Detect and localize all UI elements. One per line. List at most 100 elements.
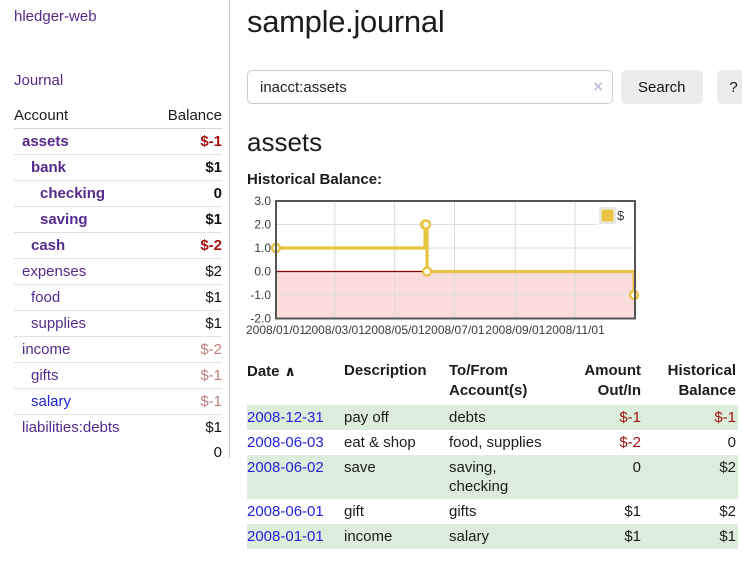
register-header-description: Description <box>344 362 427 379</box>
register-header-balance: Historical Balance <box>667 362 736 399</box>
transaction-balance: $1 <box>719 528 736 545</box>
transaction-date-link[interactable]: 2008-06-01 <box>247 503 324 520</box>
account-balance: $1 <box>151 206 222 233</box>
transaction-date-link[interactable]: 2008-06-03 <box>247 434 324 451</box>
svg-text:-2.0: -2.0 <box>250 312 271 326</box>
account-row: liabilities:debts $1 <box>14 414 222 440</box>
account-balance: 0 <box>151 180 222 207</box>
account-row: cash $-2 <box>14 232 222 259</box>
register-row: 2008-12-31 pay off debts $-1 $-1 <box>247 405 738 430</box>
sidebar-account-link[interactable]: liabilities:debts <box>22 419 120 436</box>
account-row: expenses $2 <box>14 258 222 285</box>
accounts-table: Account Balance assets $-1 bank $1 checking 0… <box>14 104 222 465</box>
transaction-accounts: gifts <box>449 503 477 520</box>
sidebar-nav: Journal <box>14 72 221 89</box>
sidebar-account-link[interactable]: bank <box>31 159 67 176</box>
transaction-amount: $-1 <box>619 409 641 426</box>
sidebar: hledger-web Journal Account Balance asse… <box>0 0 230 461</box>
account-balance: $-1 <box>151 388 222 415</box>
account-balance: $1 <box>151 414 222 440</box>
sidebar-account-link[interactable]: assets <box>22 133 69 150</box>
transaction-balance: $2 <box>719 503 736 520</box>
svg-text:2.0: 2.0 <box>254 218 271 232</box>
sidebar-account-link[interactable]: income <box>22 341 71 358</box>
account-balance: $-1 <box>200 133 222 150</box>
transaction-balance: 0 <box>727 434 736 451</box>
register-header-date[interactable]: Date ∧ <box>247 363 296 380</box>
transaction-accounts: salary <box>449 528 490 545</box>
svg-text:$: $ <box>617 208 625 223</box>
svg-text:2008/01/01: 2008/01/01 <box>246 323 306 337</box>
accounts-total-row: 0 <box>14 440 222 465</box>
sidebar-account-link[interactable]: expenses <box>22 263 87 280</box>
sidebar-account-link[interactable]: gifts <box>31 367 59 384</box>
search-form: × Search ? <box>247 70 742 104</box>
register-header-accounts: To/From Account(s) <box>449 362 528 399</box>
sidebar-item-journal[interactable]: Journal <box>14 72 64 89</box>
sidebar-account-link[interactable]: salary <box>31 393 72 410</box>
register-table: Date ∧ Description To/From Account(s) Amo… <box>247 359 738 549</box>
transaction-amount: $-2 <box>619 434 641 451</box>
transaction-description: pay off <box>344 409 389 426</box>
transaction-accounts: debts <box>449 409 486 426</box>
svg-text:-1.0: -1.0 <box>250 288 271 302</box>
account-row: saving $1 <box>14 206 222 233</box>
transaction-amount: $1 <box>624 528 641 545</box>
svg-text:2008/03/01: 2008/03/01 <box>305 323 365 337</box>
transaction-amount: $1 <box>624 503 641 520</box>
svg-text:2008/09/01: 2008/09/01 <box>485 323 545 337</box>
sort-ascending-icon: ∧ <box>284 363 296 379</box>
sidebar-account-link[interactable]: checking <box>40 185 106 202</box>
brand-link[interactable]: hledger-web <box>14 8 97 25</box>
account-row: checking 0 <box>14 180 222 207</box>
sidebar-account-link[interactable]: cash <box>31 237 66 254</box>
accounts-header-balance: Balance <box>151 104 222 129</box>
register-row: 2008-06-02 save saving, checking 0 $2 <box>247 455 738 499</box>
account-row: salary $-1 <box>14 388 222 415</box>
search-button[interactable]: Search <box>621 70 703 104</box>
register-row: 2008-01-01 income salary $1 $1 <box>247 524 738 549</box>
account-row: supplies $1 <box>14 310 222 337</box>
transaction-accounts: saving, checking <box>449 459 509 495</box>
svg-text:0.0: 0.0 <box>254 265 271 279</box>
transaction-description: save <box>344 459 376 476</box>
accounts-total-value: 0 <box>213 444 222 461</box>
account-balance: $-2 <box>151 232 222 259</box>
register-row: 2008-06-03 eat & shop food, supplies $-2 0 <box>247 430 738 455</box>
svg-text:2008/11/01: 2008/11/01 <box>546 323 605 337</box>
svg-text:2008/07/01: 2008/07/01 <box>424 323 484 337</box>
svg-text:1.0: 1.0 <box>254 241 271 255</box>
svg-text:3.0: 3.0 <box>254 194 271 208</box>
account-row: income $-2 <box>14 336 222 363</box>
account-row: bank $1 <box>14 154 222 181</box>
account-balance: $1 <box>151 310 222 337</box>
main-content: sample.journal × Search ? assets Histori… <box>230 0 742 582</box>
sidebar-account-link[interactable]: supplies <box>31 315 87 332</box>
account-balance: $1 <box>151 284 222 311</box>
account-balance: $1 <box>151 154 222 181</box>
transaction-date-link[interactable]: 2008-01-01 <box>247 528 324 545</box>
account-row: gifts $-1 <box>14 362 222 389</box>
help-button[interactable]: ? <box>716 70 742 104</box>
transaction-description: eat & shop <box>344 434 416 451</box>
transaction-accounts: food, supplies <box>449 434 542 451</box>
sidebar-account-link[interactable]: saving <box>40 211 88 228</box>
clear-search-icon[interactable]: × <box>593 77 603 96</box>
transaction-date-link[interactable]: 2008-06-02 <box>247 459 324 476</box>
sidebar-account-link[interactable]: food <box>31 289 61 306</box>
transaction-amount: 0 <box>632 459 641 476</box>
account-heading: assets <box>247 127 323 157</box>
transaction-balance: $-1 <box>714 409 736 426</box>
page-title: sample.journal <box>247 4 445 39</box>
account-balance: $-1 <box>151 362 222 389</box>
transaction-date-link[interactable]: 2008-12-31 <box>247 409 324 426</box>
register-row: 2008-06-01 gift gifts $1 $2 <box>247 499 738 524</box>
brand: hledger-web <box>14 8 221 26</box>
transaction-balance: $2 <box>719 459 736 476</box>
account-balance: $-2 <box>151 336 222 363</box>
account-balance: $2 <box>151 258 222 285</box>
search-input[interactable] <box>247 70 613 104</box>
chart-title: Historical Balance: <box>247 171 383 188</box>
transaction-description: income <box>344 528 393 545</box>
transaction-description: gift <box>344 503 365 520</box>
